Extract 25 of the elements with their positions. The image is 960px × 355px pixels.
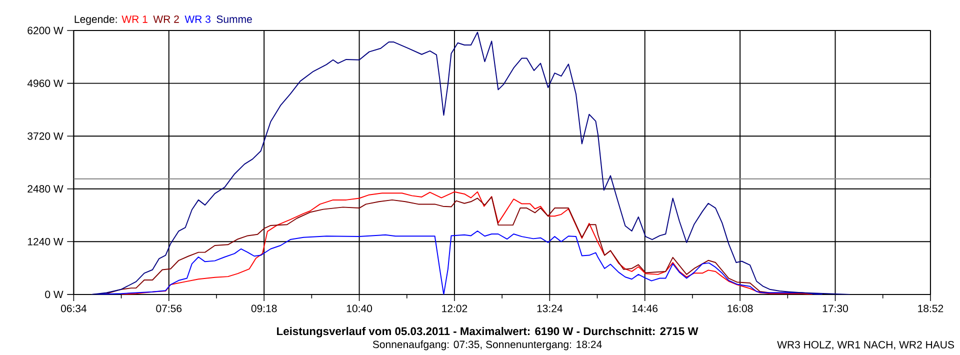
text: Summe (216, 16, 252, 24)
legend-title: Legende: (74, 15, 117, 26)
x-tick-label: 18:52 (918, 305, 944, 312)
x-tick-label: 14:46 (632, 305, 658, 312)
x-tick-label: 17:30 (822, 305, 848, 312)
x-tick-label: 12:02 (442, 305, 468, 312)
text: WR 3 (184, 16, 210, 24)
y-tick-label: 6200 W (28, 27, 64, 34)
x-tick-label: 10:40 (346, 305, 372, 312)
text: WR 2 (153, 16, 179, 24)
y-tick-label: 2480 W (28, 185, 64, 193)
text: Leistungsverlauf vom 05.03.2011 - Maximalwert: 6190 W - Durchschnitt: 2715 W (277, 327, 698, 338)
x-tick-label: 07:56 (156, 305, 182, 312)
y-tick-label: 1240 W (28, 238, 64, 246)
y-tick-label: 3720 W (28, 132, 64, 140)
x-tick-label: 16:08 (728, 305, 753, 312)
text: Sonnenaufgang: 07:35, Sonnenuntergang: 18:24 (372, 340, 602, 350)
x-tick-label: 09:18 (251, 305, 277, 312)
text: WR3 HOLZ, WR1 NACH, WR2 HAUS (777, 341, 954, 350)
y-tick-label: 0 W (45, 290, 64, 298)
y-tick-label: 4960 W (27, 80, 64, 88)
text: WR 1 (122, 16, 148, 24)
x-tick-label: 13:24 (537, 305, 563, 312)
line-series (91, 32, 850, 295)
x-tick-label: 06:34 (60, 305, 87, 312)
